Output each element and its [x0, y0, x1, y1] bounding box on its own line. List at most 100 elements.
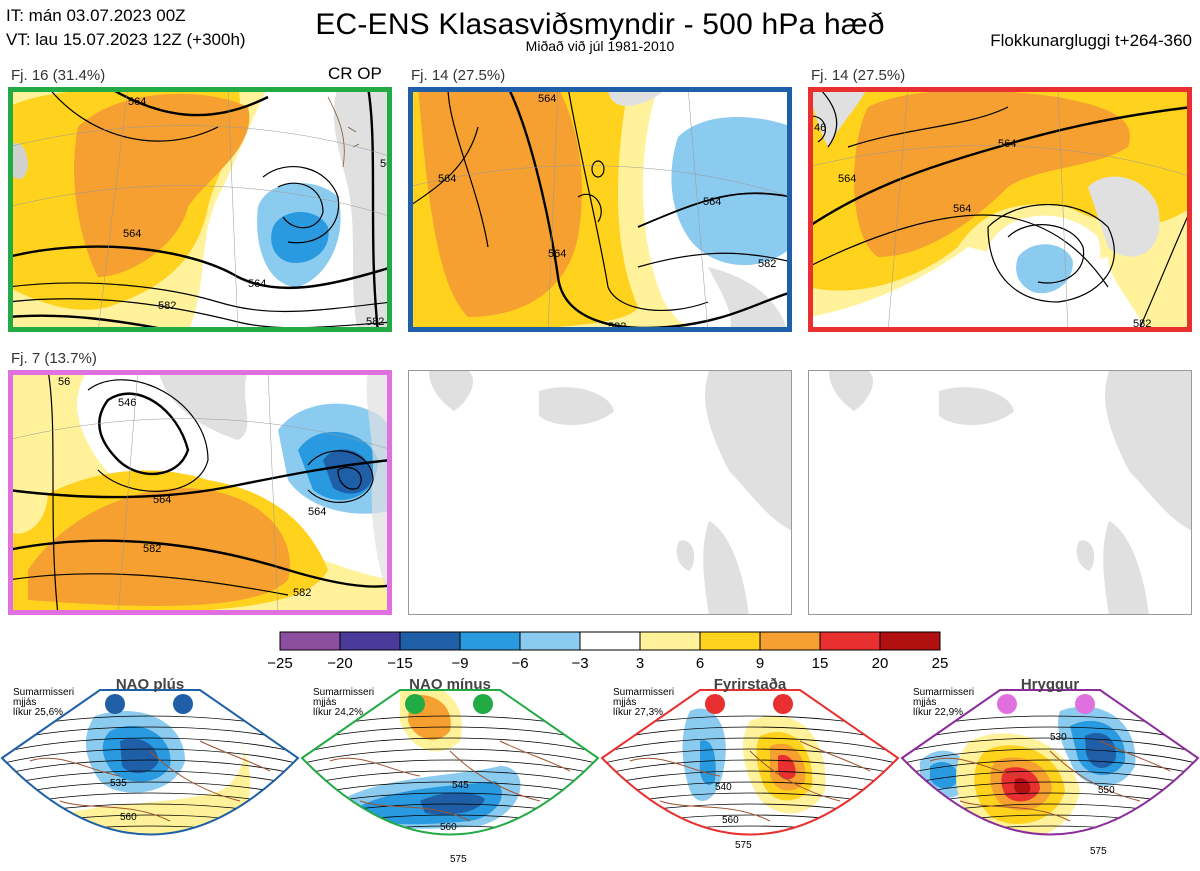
regime-contour-label: 575 [1090, 846, 1107, 857]
colorbar-tick-label: −20 [327, 655, 353, 672]
regime-info-line: mjjás [313, 697, 337, 708]
colorbar-segment [459, 631, 521, 651]
regime-info-line: Sumarmisseri [313, 687, 375, 698]
cluster-3-map: 46 564 564 564 582 [808, 87, 1192, 332]
regime-info: Sumarmisseri mjjás líkur 22,9% [913, 688, 974, 718]
cluster-4-field: 56 546 564 564 582 582 [8, 370, 392, 615]
contour-label: 564 [248, 278, 266, 290]
regime-contour-label: 575 [450, 854, 467, 865]
cluster-3-label: Fj. 14 (27.5%) [811, 67, 906, 84]
colorbar-tick-label: 20 [871, 655, 889, 672]
regime-contour-label: 550 [1098, 785, 1115, 796]
colorbar-tick-label: 9 [755, 655, 765, 672]
regime-map [300, 689, 600, 836]
colorbar-tick-label: 6 [695, 655, 705, 672]
init-time: IT: mán 03.07.2023 00Z [6, 6, 186, 25]
colorbar-tick-label: 3 [635, 655, 645, 672]
colorbar-segment [399, 631, 461, 651]
colorbar-tick-label: −9 [451, 655, 469, 672]
regime-info-line: Sumarmisseri [613, 687, 675, 698]
regime-marker [105, 694, 125, 714]
cluster-4-label: Fj. 7 (13.7%) [11, 350, 97, 367]
colorbar-segment [339, 631, 401, 651]
valid-time: VT: lau 15.07.2023 12Z (+300h) [6, 30, 246, 49]
regime-marker [473, 694, 493, 714]
regime-info-line: líkur 24,2% [313, 707, 364, 718]
contour-label: 582 [366, 316, 384, 328]
regime-contour-label: 560 [440, 822, 457, 833]
regime-info-line: mjjás [13, 697, 37, 708]
regime-marker [1075, 694, 1095, 714]
cluster-1-map: 564 564 582 564 582 564 [8, 87, 392, 332]
cluster-1-frame [8, 87, 392, 332]
contour-label: 546 [118, 397, 136, 409]
regime-contour-label: 540 [715, 782, 732, 793]
contour-label: 582 [158, 300, 176, 312]
colorbar-segment [699, 631, 761, 651]
regime-info: Sumarmisseri mjjás líkur 27,3% [613, 688, 674, 718]
empty-map-2 [808, 370, 1192, 615]
regime-title: NAO mínus [409, 676, 491, 693]
contour-label: 582 [143, 543, 161, 555]
cluster-4-map: 56 546 564 564 582 582 [8, 370, 392, 615]
regime-contour-label: 560 [120, 812, 137, 823]
regime-title: Fyrirstaða [713, 676, 787, 693]
regime-marker [773, 694, 793, 714]
cluster-2-map: 564 564 564 564 582 582 [408, 87, 792, 332]
regime-map [0, 689, 300, 836]
regime-contour-label: 545 [452, 780, 469, 791]
contour-label: 564 [998, 138, 1016, 150]
contour-label: 46 [814, 122, 826, 134]
classification-window: Flokkunargluggi t+264-360 [990, 31, 1192, 50]
colorbar-tick-label: 15 [811, 655, 829, 672]
regime-info-line: líkur 25,6% [13, 707, 64, 718]
regime-marker [173, 694, 193, 714]
regime-marker [405, 694, 425, 714]
contour-label: 56 [58, 376, 70, 388]
contour-label: 564 [128, 96, 146, 108]
colorbar-tick-label: −25 [267, 655, 293, 672]
colorbar-segment [819, 631, 881, 651]
colorbar-segment [759, 631, 821, 651]
colorbar [279, 631, 941, 651]
cluster-2-label: Fj. 14 (27.5%) [411, 67, 506, 84]
regime-contour-label: 535 [110, 778, 127, 789]
cluster-1-label: Fj. 16 (31.4%) [11, 67, 106, 84]
regime-info-line: líkur 22,9% [913, 707, 964, 718]
contour-label: 564 [308, 506, 326, 518]
regime-info-line: Sumarmisseri [13, 687, 75, 698]
regime-map [600, 689, 900, 836]
colorbar-segment [879, 631, 941, 651]
contour-label: 564 [548, 248, 566, 260]
regime-marker [705, 694, 725, 714]
regime-contour-label: 560 [722, 815, 739, 826]
colorbar-tick-label: −6 [511, 655, 529, 672]
colorbar-segment [519, 631, 581, 651]
contour-label: 564 [123, 228, 141, 240]
contour-label: 564 [703, 196, 721, 208]
regime-marker [997, 694, 1017, 714]
regime-info-line: líkur 27,3% [613, 707, 664, 718]
colorbar-tick-label: −3 [571, 655, 589, 672]
colorbar-segment [579, 631, 641, 651]
cluster-2-field: 564 564 564 564 582 582 [408, 87, 792, 332]
colorbar-segment [639, 631, 701, 651]
cluster-4-frame [8, 370, 392, 615]
colorbar-tick-label: 25 [931, 655, 949, 672]
contour-label: 564 [538, 93, 556, 105]
cluster-2-frame [408, 87, 792, 332]
regime-info-line: mjjás [613, 697, 637, 708]
contour-label: 582 [608, 321, 626, 332]
colorbar-tick-label: −15 [387, 655, 413, 672]
page-title: EC-ENS Klasasviðsmyndir - 500 hPa hæð [315, 8, 885, 41]
regime-title: NAO plús [115, 676, 185, 693]
colorbar-segment [279, 631, 341, 651]
cluster-1-field: 564 564 582 564 582 564 [8, 87, 392, 332]
page-subtitle: Miðað við júl 1981-2010 [525, 38, 675, 54]
cluster-3-frame [808, 87, 1192, 332]
cluster-3-field: 46 564 564 564 582 [808, 87, 1192, 332]
contour-label: 582 [293, 587, 311, 599]
regime-title: Hryggur [1020, 676, 1080, 693]
contour-label: 564 [838, 173, 856, 185]
regime-info: Sumarmisseri mjjás líkur 24,2% [313, 688, 374, 718]
